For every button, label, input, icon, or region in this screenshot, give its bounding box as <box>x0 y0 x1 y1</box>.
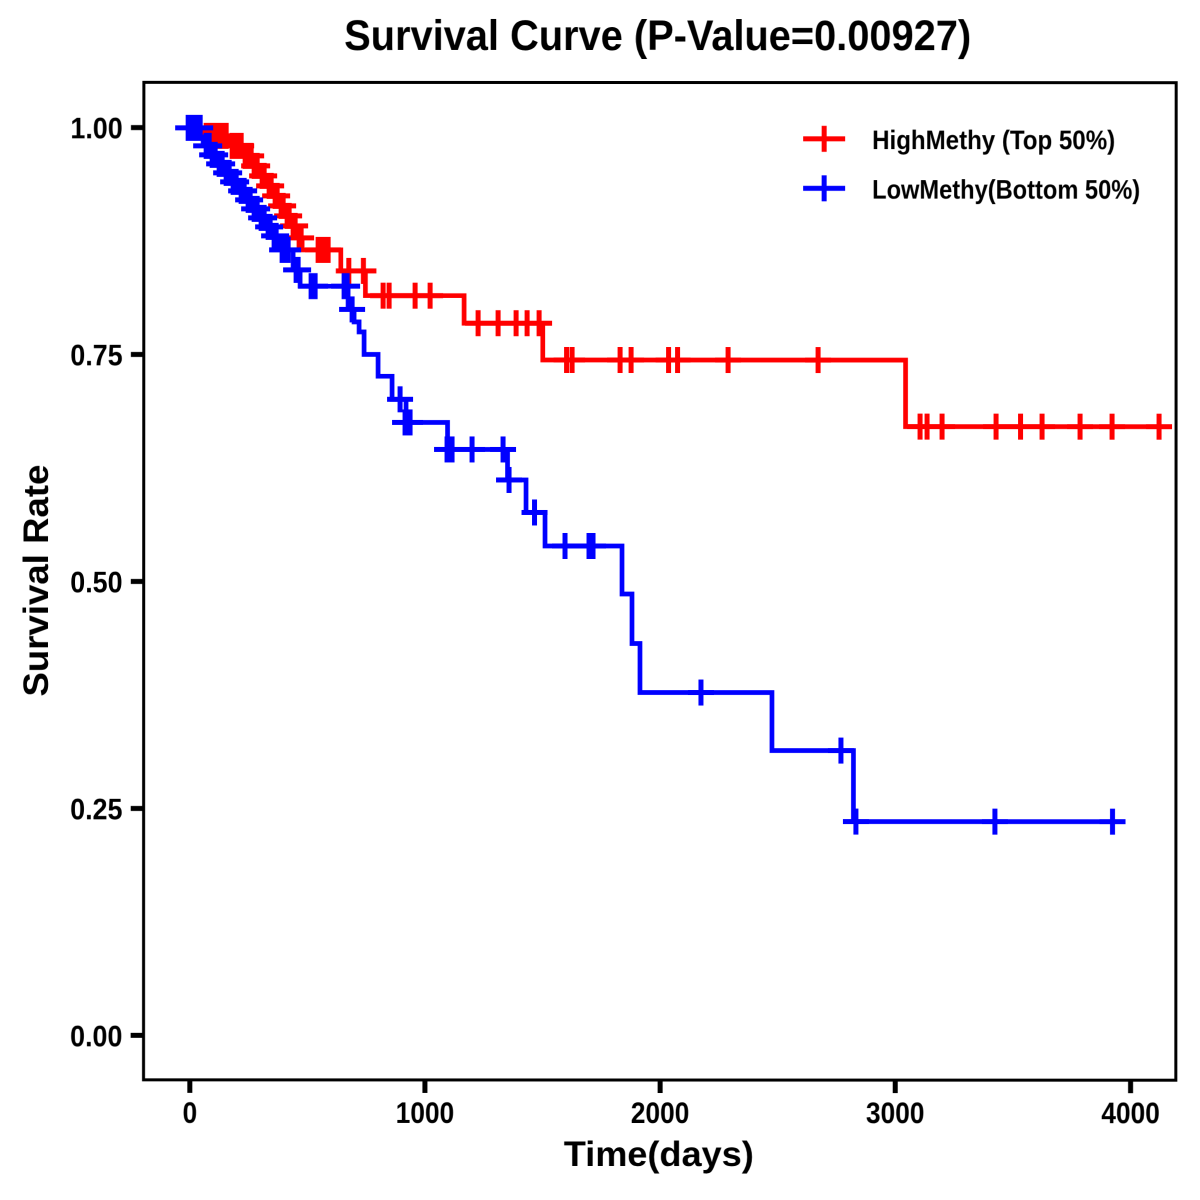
svg-text:3000: 3000 <box>866 1097 925 1130</box>
svg-text:Survival Curve (P-Value=0.0092: Survival Curve (P-Value=0.00927) <box>344 12 971 60</box>
svg-text:Time(days): Time(days) <box>564 1135 754 1174</box>
svg-text:4000: 4000 <box>1101 1097 1160 1130</box>
svg-text:1000: 1000 <box>396 1097 455 1130</box>
svg-text:Survival Rate: Survival Rate <box>17 465 56 697</box>
svg-text:LowMethy(Bottom 50%): LowMethy(Bottom 50%) <box>872 174 1140 204</box>
svg-text:HighMethy (Top 50%): HighMethy (Top 50%) <box>872 125 1115 155</box>
svg-text:1.00: 1.00 <box>70 113 122 146</box>
svg-text:0.25: 0.25 <box>70 793 122 826</box>
svg-text:0.00: 0.00 <box>70 1020 122 1053</box>
svg-text:2000: 2000 <box>631 1097 690 1130</box>
svg-text:0: 0 <box>183 1097 198 1130</box>
svg-text:0.50: 0.50 <box>70 566 122 599</box>
svg-text:0.75: 0.75 <box>70 339 122 372</box>
